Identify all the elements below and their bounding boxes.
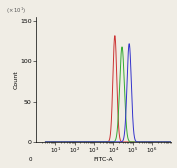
Y-axis label: Count: Count — [14, 70, 19, 89]
Text: $(\times\,10^1)$: $(\times\,10^1)$ — [6, 6, 26, 16]
X-axis label: FITC-A: FITC-A — [94, 157, 113, 162]
Text: 0: 0 — [28, 157, 32, 162]
